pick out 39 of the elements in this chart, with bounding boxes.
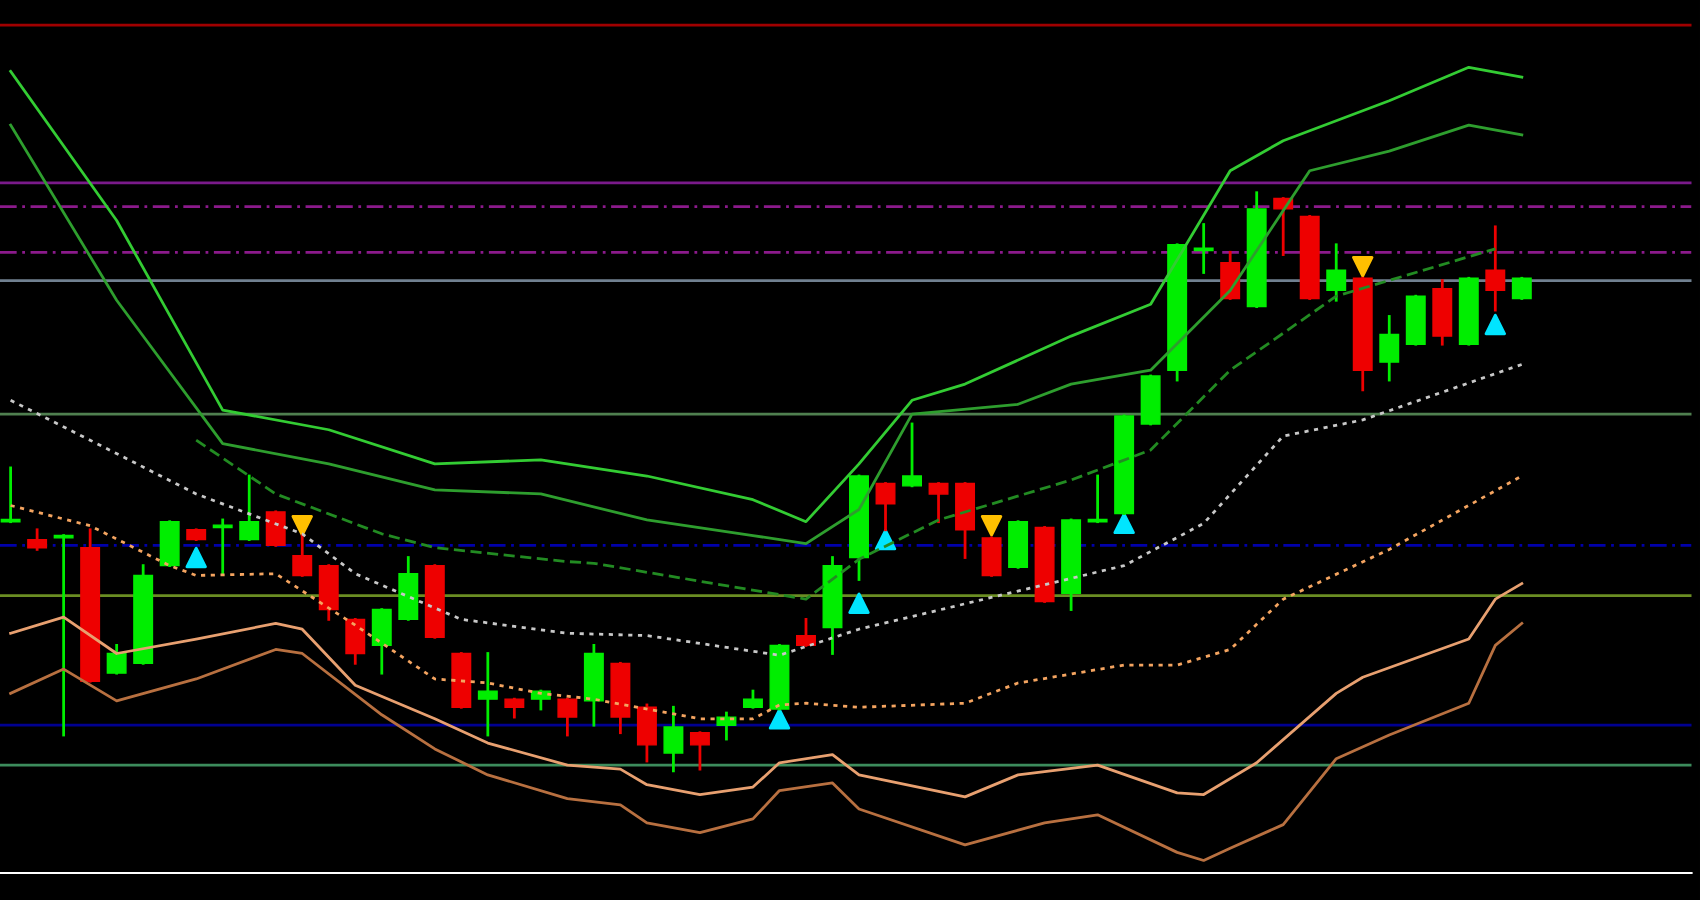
candlestick [557,697,578,737]
candlestick [1008,520,1029,569]
candlestick [318,564,339,621]
candlestick [636,703,657,763]
point [980,515,1003,537]
point [291,515,313,537]
candlestick [716,711,737,741]
point [1352,256,1374,278]
candlestick [477,652,498,737]
candlestick [106,644,127,675]
candlestick [663,705,684,773]
candlestick [583,644,604,727]
point [848,592,870,614]
candlestick [239,474,260,541]
candlestick [902,422,923,488]
candlestick [955,482,976,559]
candlestick [796,618,816,647]
candlestick [1485,225,1506,312]
candlestick [1432,279,1453,346]
candlestick [27,528,48,551]
candlestick [398,556,419,621]
point [1113,512,1135,535]
candlestick [371,608,392,675]
candlestick [1379,315,1400,382]
point [768,708,791,730]
candlestick [1140,374,1161,426]
candlestick [689,731,710,771]
point [185,546,207,569]
candlestick [345,618,366,665]
candlestick [1511,276,1532,300]
candlestick [212,518,233,576]
point [1484,313,1507,336]
candlestick [1405,294,1426,346]
candlestick [159,520,180,568]
candlestick [265,510,286,547]
candlestick [1326,243,1347,302]
candlestick [928,482,949,524]
candlestick [981,536,1002,577]
candlestick [53,534,74,737]
